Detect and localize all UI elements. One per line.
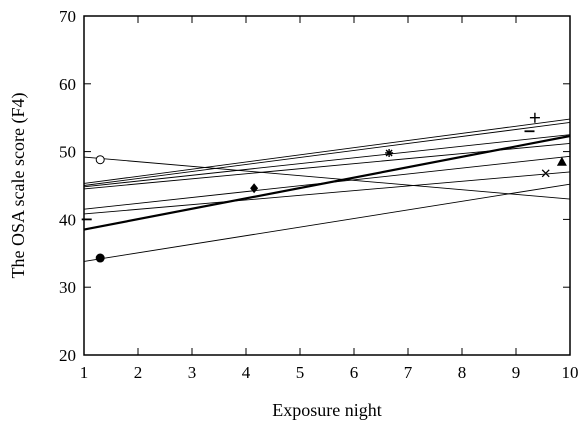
series-line — [83, 156, 571, 200]
series-line — [83, 118, 571, 184]
x-tick-label: 1 — [80, 363, 89, 382]
y-tick-label: 30 — [59, 278, 76, 297]
x-tick-label: 9 — [512, 363, 521, 382]
asterisk-marker — [385, 148, 394, 157]
series-line — [83, 183, 571, 262]
data-markers — [81, 112, 567, 263]
y-tick-label: 40 — [59, 210, 76, 229]
open-circle-marker — [95, 155, 105, 165]
x-tick-label: 3 — [188, 363, 197, 382]
x-tick-label: 2 — [134, 363, 143, 382]
diamond-marker — [250, 183, 259, 194]
plot-frame — [83, 15, 571, 356]
series-line — [83, 171, 571, 215]
x-tick-label: 7 — [404, 363, 413, 382]
x-tick-label: 10 — [562, 363, 579, 382]
x-tick-label: 5 — [296, 363, 305, 382]
y-tick-label: 20 — [59, 346, 76, 365]
y-tick-label: 70 — [59, 7, 76, 26]
series-line — [83, 121, 571, 186]
series-lines — [83, 118, 571, 262]
series-line — [83, 155, 571, 210]
x-tick-label: 4 — [242, 363, 251, 382]
y-axis-title: The OSA scale score (F4) — [8, 93, 29, 279]
x-axis-title: Exposure night — [272, 400, 382, 420]
x-tick-label: 8 — [458, 363, 467, 382]
y-tick-label: 50 — [59, 143, 76, 162]
x-tick-label: 6 — [350, 363, 359, 382]
axis-ticks: 1 2 3 4 5 6 7 8 9 10 20 30 40 50 60 70 — [59, 7, 579, 382]
y-tick-label: 60 — [59, 75, 76, 94]
plus-marker — [529, 112, 540, 123]
cross-marker — [541, 169, 550, 178]
series-line — [83, 134, 571, 188]
filled-circle-marker — [95, 253, 105, 263]
triangle-marker — [556, 156, 567, 166]
